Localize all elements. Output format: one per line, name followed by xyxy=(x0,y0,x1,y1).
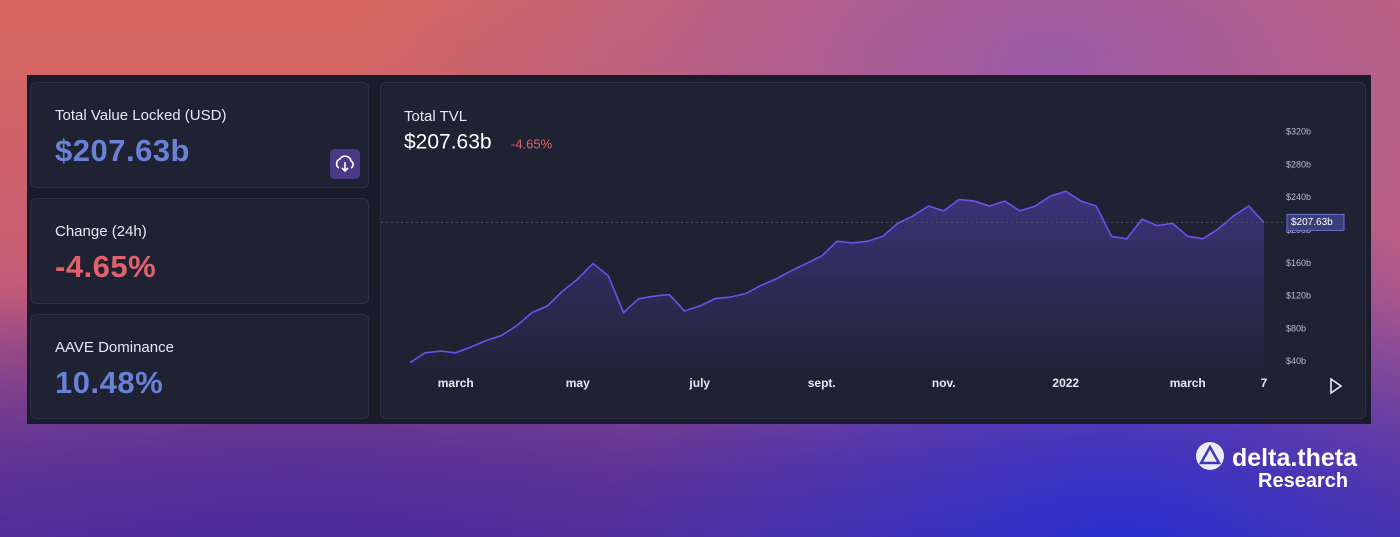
card-value: $207.63b xyxy=(55,133,190,168)
y-tick-label: $160b xyxy=(1286,258,1311,268)
card-value: 10.48% xyxy=(55,365,164,400)
y-tick-label: $320b xyxy=(1286,127,1311,137)
dashboard-panel: Total Value Locked (USD) $207.63b Change… xyxy=(27,75,1371,424)
area-fill xyxy=(410,191,1264,370)
card-value: -4.65% xyxy=(55,249,157,284)
card-label: Change (24h) xyxy=(55,223,147,240)
chart-title: Total TVL xyxy=(404,108,467,125)
brand-name: delta.theta xyxy=(1232,444,1358,472)
y-tick-label: $240b xyxy=(1286,192,1311,202)
x-tick-label: 7 xyxy=(1261,376,1268,390)
chart: Total TVL $207.63b -4.65% $40b $80b $120b $… xyxy=(381,108,1345,395)
brand-subtitle: Research xyxy=(1258,470,1349,492)
y-tick-label: $280b xyxy=(1286,159,1311,169)
y-tick-label: $40b xyxy=(1286,356,1306,366)
download-icon xyxy=(335,155,354,173)
tvl-card: Total Value Locked (USD) $207.63b xyxy=(30,82,369,188)
x-tick-label: nov. xyxy=(932,376,956,390)
brand-icon xyxy=(1196,442,1224,470)
card-label: Total Value Locked (USD) xyxy=(55,107,227,124)
chart-card: Total TVL $207.63b -4.65% $40b $80b $120b $… xyxy=(380,82,1366,419)
y-tick-label: $80b xyxy=(1286,323,1306,333)
price-tag-label: $207.63b xyxy=(1291,217,1333,228)
x-tick-label: march xyxy=(438,376,474,390)
y-tick-label: $120b xyxy=(1286,291,1311,301)
headline-change: -4.65% xyxy=(511,136,553,151)
headline-value: $207.63b xyxy=(404,131,492,154)
line xyxy=(409,190,1265,364)
x-tick-label: may xyxy=(566,376,590,390)
play-button[interactable] xyxy=(1330,377,1343,395)
brand-logo: delta.theta Research xyxy=(1194,440,1357,492)
change-card: Change (24h) -4.65% xyxy=(30,198,369,304)
dominance-card: AAVE Dominance 10.48% xyxy=(30,314,369,419)
card-label: AAVE Dominance xyxy=(55,339,174,356)
x-tick-label: july xyxy=(688,376,710,390)
x-tick-label: sept. xyxy=(808,376,836,390)
download-button[interactable] xyxy=(330,149,360,179)
price-tag xyxy=(1286,213,1345,231)
x-tick-label: march xyxy=(1170,376,1206,390)
x-tick-label: 2022 xyxy=(1052,376,1079,390)
